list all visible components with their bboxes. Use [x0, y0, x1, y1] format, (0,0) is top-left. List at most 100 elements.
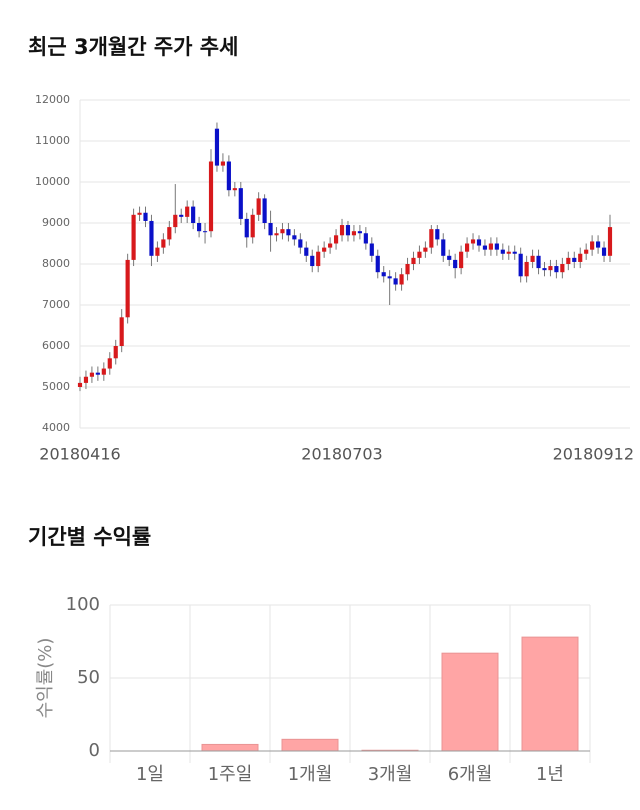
y-tick-label: 10000: [35, 175, 70, 188]
y-tick-label: 12000: [35, 93, 70, 106]
candle-body: [554, 266, 559, 273]
candle-body: [310, 255, 315, 267]
candle-body: [304, 247, 309, 256]
y-tick-label: 9000: [42, 216, 70, 229]
x-tick-label: 6개월: [448, 764, 493, 785]
candle-body: [405, 264, 410, 275]
x-tick-label: 1주일: [208, 764, 253, 785]
chart-title: 최근 3개월간 주가 추세: [28, 35, 238, 59]
candle-body: [357, 231, 362, 234]
y-tick-label: 6000: [42, 339, 70, 352]
candle-body: [137, 212, 142, 215]
candle-body: [548, 266, 553, 271]
candle-body: [101, 368, 106, 375]
x-tick-label: 1년: [536, 764, 564, 785]
candle-body: [286, 229, 291, 236]
candle-body: [578, 253, 583, 262]
candle-body: [113, 346, 118, 359]
candle-body: [107, 358, 112, 369]
y-tick-label: 8000: [42, 257, 70, 270]
candle-body: [250, 214, 255, 238]
candle-body: [351, 231, 357, 236]
candle-body: [387, 276, 392, 279]
candle-body: [607, 227, 613, 256]
candle-body: [411, 257, 416, 264]
candle-body: [202, 231, 208, 233]
candle-body: [179, 214, 184, 217]
candle-body: [316, 251, 321, 267]
y-tick-label: 11000: [35, 134, 70, 147]
candle-body: [298, 239, 303, 248]
candle-body: [572, 257, 577, 262]
candle-body: [197, 223, 202, 232]
candle-body: [173, 214, 178, 228]
candle-body: [131, 214, 136, 260]
candle-body: [143, 212, 148, 221]
candle-body: [208, 161, 214, 232]
candle-body: [536, 255, 541, 269]
y-tick-label: 7000: [42, 298, 70, 311]
candle-body: [399, 274, 404, 285]
candle-body: [345, 225, 351, 236]
x-tick-label: 3개월: [368, 764, 413, 785]
candle-body: [464, 243, 470, 252]
candle-body: [596, 241, 601, 248]
x-tick-label: 20180703: [301, 445, 382, 464]
candle-body: [524, 261, 529, 277]
candle-body: [381, 272, 386, 277]
candle-body: [149, 220, 154, 256]
candle-body: [363, 233, 368, 244]
candle-body: [226, 161, 231, 191]
candle-body: [542, 268, 547, 271]
candle-body: [447, 255, 452, 260]
y-axis-label: 수익률(%): [35, 638, 56, 719]
candle-body: [429, 229, 434, 248]
candle-body: [476, 239, 482, 246]
candle-body: [601, 247, 607, 256]
candle-body: [292, 235, 297, 240]
y-tick-label: 4000: [42, 421, 70, 434]
candle-body: [274, 233, 279, 236]
y-tick-label: 50: [77, 667, 100, 688]
bar: [441, 652, 499, 752]
x-tick-label: 20180912: [553, 445, 634, 464]
candle-body: [417, 251, 422, 258]
chart-title: 기간별 수익률: [28, 525, 151, 549]
candle-body: [512, 251, 517, 254]
candle-body: [125, 259, 130, 318]
candle-body: [393, 278, 398, 285]
x-tick-label: 1개월: [288, 764, 333, 785]
candle-body: [500, 249, 505, 254]
y-tick-label: 100: [66, 594, 100, 615]
candle-body: [435, 229, 440, 240]
candle-body: [339, 225, 345, 236]
candle-body: [256, 198, 261, 215]
candle-body: [328, 243, 333, 248]
candle-body: [244, 218, 249, 238]
candle-body: [590, 241, 595, 250]
candle-body: [262, 198, 267, 223]
candle-body: [268, 223, 273, 236]
candle-body: [161, 239, 166, 248]
candle-body: [83, 376, 89, 383]
candle-body: [89, 372, 94, 377]
candle-body: [369, 243, 374, 256]
candle-body: [584, 249, 589, 254]
candle-body: [459, 251, 464, 269]
candle-body: [322, 247, 327, 252]
candle-body: [280, 229, 285, 234]
candle-body: [167, 227, 172, 240]
y-tick-label: 0: [89, 740, 100, 761]
candle-body: [375, 255, 380, 273]
x-tick-label: 20180416: [39, 445, 120, 464]
candle-body: [494, 243, 499, 250]
candle-body: [488, 243, 493, 250]
candle-body: [560, 264, 565, 273]
x-tick-label: 1일: [136, 764, 164, 785]
bar: [201, 743, 259, 752]
candle-body: [232, 188, 237, 191]
candle-body: [77, 382, 83, 387]
candle-body: [530, 255, 535, 262]
candle-body: [482, 245, 488, 250]
